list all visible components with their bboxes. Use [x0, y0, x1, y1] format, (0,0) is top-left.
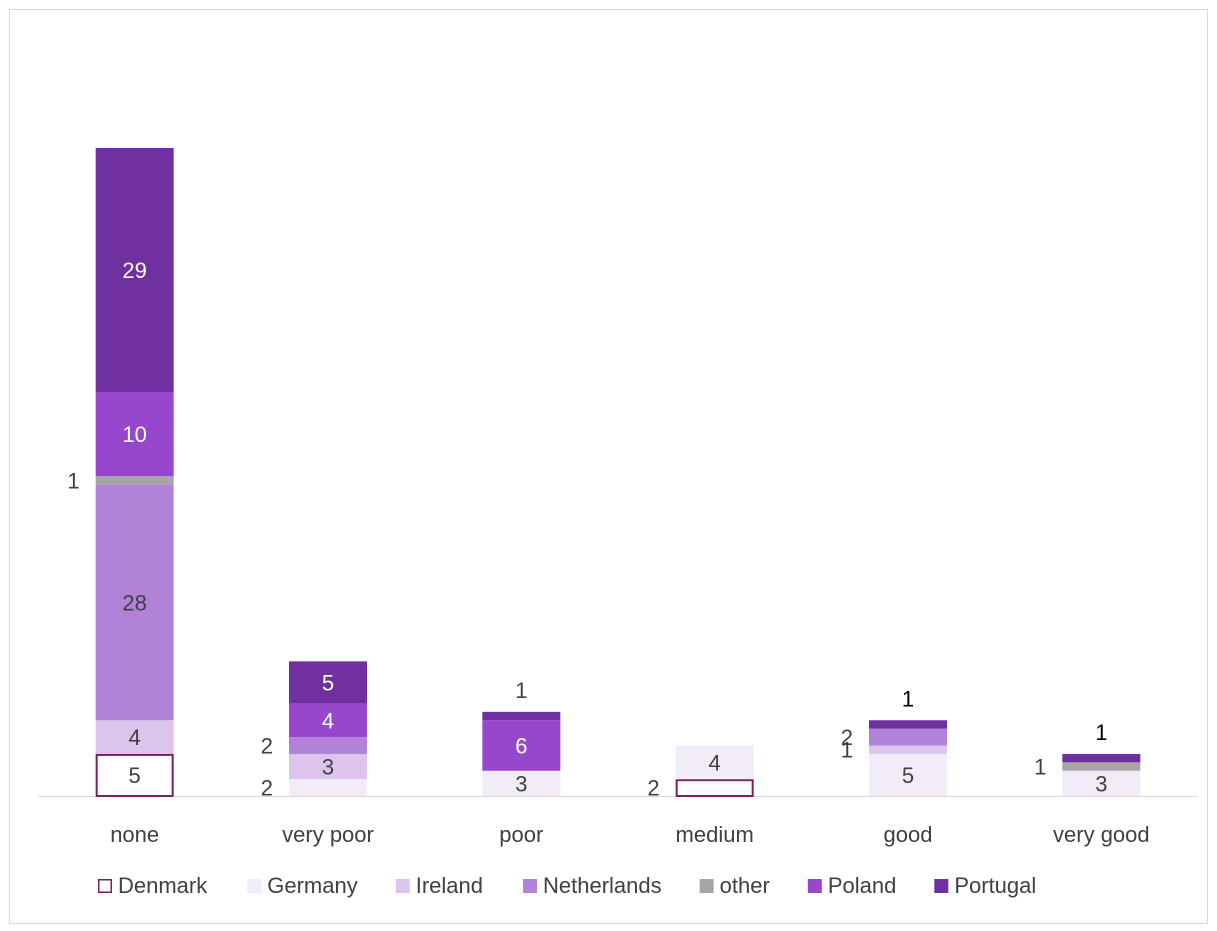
legend-swatch-other: [699, 879, 714, 893]
legend-label-other: other: [720, 873, 770, 898]
bar-portugal-0: [95, 148, 174, 393]
bar-portugal-2: [482, 711, 561, 721]
data-label-other-5: 1: [1034, 755, 1046, 780]
data-label-portugal-0: 29: [122, 258, 146, 283]
data-label-ireland-1: 3: [322, 755, 334, 780]
data-label-poland-2: 6: [515, 734, 527, 759]
bar-other-0: [95, 476, 174, 485]
legend-label-denmark: Denmark: [118, 873, 208, 898]
bar-denmark-3: [675, 779, 754, 797]
data-label-poland-0: 10: [122, 422, 146, 447]
bar-portugal-5: [1062, 753, 1141, 763]
data-label-other-0: 1: [67, 468, 79, 493]
bar-portugal-4: [869, 720, 947, 729]
bar-poland-1: [289, 703, 367, 738]
bar-germany-4: [869, 753, 947, 796]
x-tick-label-4: good: [884, 822, 933, 847]
data-label-germany-4: 5: [902, 763, 914, 788]
bar-ireland-4: [869, 745, 947, 754]
bar-netherlands-0: [95, 484, 174, 721]
x-tick-label-1: very poor: [282, 822, 374, 847]
legend-swatch-denmark: [98, 879, 112, 893]
bar-germany-1: [289, 779, 367, 796]
legend-swatch-ireland: [395, 879, 410, 893]
data-label-netherlands-0: 28: [122, 590, 146, 615]
bar-netherlands-4: [869, 728, 947, 746]
data-label-ireland-4: 1: [841, 738, 853, 763]
bar-germany-3: [675, 745, 754, 780]
bar-germany-5: [1062, 770, 1141, 796]
legend-label-ireland: Ireland: [416, 873, 483, 898]
bar-denmark-0: [95, 753, 174, 797]
data-label-portugal-5: 1: [1095, 720, 1107, 745]
data-label-ireland-0: 4: [129, 725, 141, 750]
bar-ireland-1: [289, 753, 367, 780]
bar-portugal-1: [289, 661, 367, 704]
legend-swatch-portugal: [934, 879, 949, 893]
legend-swatch-poland: [807, 879, 822, 893]
data-label-germany-5: 3: [1095, 771, 1107, 796]
legend-label-poland: Poland: [828, 873, 897, 898]
chart-frame: [9, 9, 1208, 924]
legend-swatch-netherlands: [523, 879, 538, 893]
data-label-denmark-3: 2: [647, 776, 659, 801]
x-tick-label-0: none: [110, 822, 159, 847]
data-label-portugal-1: 5: [322, 670, 334, 695]
legend-swatch-germany: [247, 879, 262, 893]
bar-ireland-0: [95, 720, 174, 754]
bar-poland-2: [482, 720, 561, 771]
data-label-portugal-4: 1: [902, 686, 914, 711]
data-label-germany-3: 4: [709, 750, 721, 775]
data-label-netherlands-4: 2: [841, 725, 853, 750]
bar-poland-0: [95, 392, 174, 477]
x-tick-label-2: poor: [499, 822, 543, 847]
x-tick-label-3: medium: [676, 822, 754, 847]
data-label-poland-1: 4: [322, 708, 334, 733]
data-label-germany-2: 3: [515, 771, 527, 796]
legend-label-portugal: Portugal: [954, 873, 1036, 898]
data-label-portugal-2: 1: [515, 678, 527, 703]
bar-germany-2: [482, 770, 561, 796]
data-label-germany-1: 2: [261, 776, 273, 801]
bar-netherlands-1: [289, 737, 367, 754]
data-label-denmark-0: 5: [129, 763, 141, 788]
x-tick-label-5: very good: [1053, 822, 1150, 847]
legend-label-netherlands: Netherlands: [543, 873, 662, 898]
bar-other-5: [1062, 762, 1141, 771]
data-label-netherlands-1: 2: [261, 734, 273, 759]
legend-label-germany: Germany: [267, 873, 357, 898]
